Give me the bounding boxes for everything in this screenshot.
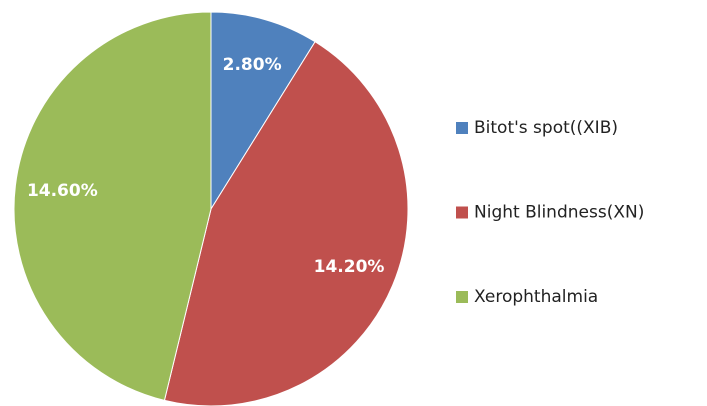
legend-label: Night Blindness(XN) [474,203,644,223]
legend-swatch [456,291,468,303]
data-label: 14.60% [27,181,98,201]
legend-swatch [456,206,468,219]
legend-label: Bitot's spot((XIB) [474,118,618,138]
data-label: 2.80% [223,55,282,75]
legend-label: Xerophthalmia [474,287,598,307]
legend-swatch [456,122,468,134]
pie-slice [163,41,409,406]
pie-slice [13,11,212,402]
pie-slice [210,11,316,211]
data-label: 14.20% [314,257,385,277]
